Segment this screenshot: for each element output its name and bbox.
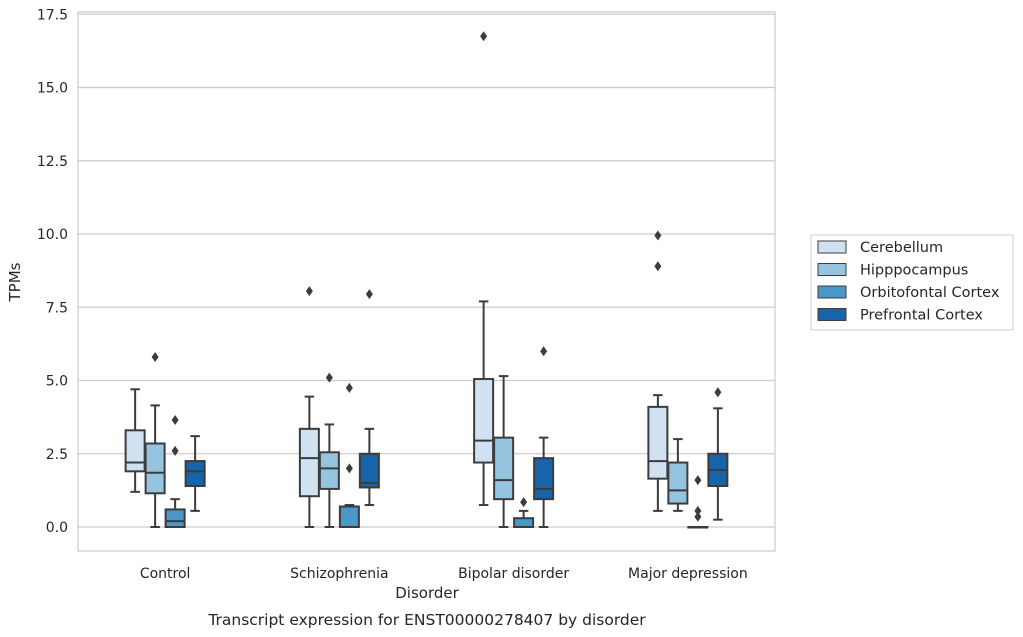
box-body [513,517,535,529]
box-body [124,429,146,473]
outlier-point [480,31,488,42]
outlier-point [520,497,528,508]
outlier-point [714,387,722,398]
plot-frame [77,11,776,552]
box [298,286,320,528]
box-body [493,436,515,501]
legend: Cerebellum Hipppocampus Orbitofontal Corte… [810,234,1014,331]
outlier-point [694,505,702,516]
box-body [358,452,380,489]
box [667,438,689,512]
y-tick-label: 5.0 [46,374,68,390]
box-body [647,405,669,480]
y-tick-label: 12.5 [37,154,68,170]
x-tick-labels: Control Schizophrenia Bipolar disorder Majo… [140,566,748,582]
box [493,375,515,528]
box [144,352,166,528]
legend-label: Prefrontal Cortex [860,308,983,324]
outlier-point [305,286,313,297]
y-tick-label: 0.0 [46,520,68,536]
x-tick-label: Major depression [628,566,748,582]
x-tick-label: Control [140,566,191,582]
box [533,346,555,528]
box [164,415,186,529]
box-body [533,457,555,501]
chart-caption: Transcript expression for ENST0000027840… [207,611,646,629]
box [707,387,729,521]
legend-label: Orbitofontal Cortex [860,285,1000,301]
box-body [144,442,166,495]
y-tick-label: 10.0 [37,227,68,243]
box [358,289,380,507]
outlier-point [171,415,179,426]
y-tick-labels: 0.0 2.5 5.0 7.5 10.0 12.5 15.0 17.5 [37,7,68,536]
legend-item: Orbitofontal Cortex [817,285,1000,301]
y-tick-label: 15.0 [37,81,68,97]
legend-swatch [817,285,847,299]
outlier-point [151,352,159,363]
box-body [667,461,689,505]
legend-item: Prefrontal Cortex [817,308,983,324]
box-body [338,505,360,528]
box [647,230,669,512]
x-tick-label: Bipolar disorder [458,566,569,582]
box-body [318,451,340,490]
box-body [184,460,206,487]
box-body [473,378,495,464]
legend-item: Cerebellum [817,240,943,256]
outlier-point [694,475,702,486]
box [687,475,709,529]
x-axis-title: Disorder [395,584,459,602]
y-tick-label: 7.5 [46,300,68,316]
legend-swatch [817,263,847,276]
outlier-point [654,230,662,241]
boxes [124,31,729,529]
box [338,382,360,528]
outlier-point [654,261,662,272]
outlier-point [694,511,702,522]
box-body [298,427,320,498]
y-tick-label: 2.5 [46,447,68,463]
box [124,388,146,493]
outlier-point [345,463,353,474]
legend-label: Hipppocampus [860,263,968,279]
outlier-point [540,346,548,357]
outlier-point [171,445,179,456]
box [184,435,206,512]
outlier-point [365,289,373,300]
outlier-point [325,372,333,383]
outlier-point [345,382,353,393]
box [513,497,535,529]
legend-label: Cerebellum [860,240,943,256]
box [473,31,495,507]
y-axis-title: TPMs [6,262,24,302]
legend-item: Hipppocampus [817,263,968,279]
legend-swatch [817,308,847,321]
y-tick-label: 17.5 [37,7,68,23]
box [318,372,340,528]
legend-swatch [817,240,847,254]
x-tick-label: Schizophrenia [290,566,388,582]
box-body [164,508,186,529]
